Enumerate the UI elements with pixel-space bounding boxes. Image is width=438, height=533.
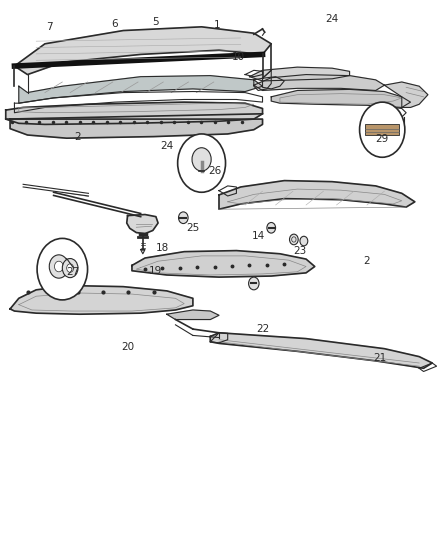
Text: 14: 14: [251, 231, 265, 241]
Polygon shape: [10, 286, 193, 314]
Circle shape: [178, 134, 226, 192]
Circle shape: [37, 238, 88, 300]
Polygon shape: [132, 251, 315, 277]
Polygon shape: [271, 90, 410, 108]
Circle shape: [360, 102, 405, 157]
Text: 29: 29: [375, 134, 389, 144]
Polygon shape: [19, 76, 262, 103]
Text: 5: 5: [152, 17, 159, 27]
Text: 20: 20: [121, 342, 134, 352]
Text: 24: 24: [325, 14, 339, 25]
Circle shape: [192, 148, 211, 171]
Circle shape: [249, 277, 259, 290]
Polygon shape: [210, 333, 432, 368]
Polygon shape: [6, 102, 262, 124]
Text: 27: 27: [67, 267, 80, 277]
Text: 22: 22: [256, 324, 269, 334]
Circle shape: [67, 264, 74, 272]
Text: 7: 7: [46, 22, 53, 32]
Text: 6: 6: [111, 19, 118, 29]
Polygon shape: [254, 75, 385, 91]
Circle shape: [300, 236, 308, 246]
Polygon shape: [10, 119, 262, 138]
Bar: [365, 124, 399, 135]
Text: 18: 18: [156, 244, 169, 254]
Text: 25: 25: [186, 223, 200, 233]
Text: 10: 10: [232, 52, 245, 61]
Polygon shape: [250, 67, 350, 81]
Circle shape: [179, 212, 188, 223]
Text: 26: 26: [208, 166, 221, 176]
Text: 24: 24: [160, 141, 173, 151]
Text: 19: 19: [149, 266, 162, 276]
Text: 21: 21: [374, 353, 387, 362]
Circle shape: [49, 255, 68, 278]
Text: 23: 23: [293, 246, 306, 256]
Circle shape: [267, 222, 276, 233]
Text: 1: 1: [213, 20, 220, 30]
Polygon shape: [127, 215, 158, 233]
Circle shape: [290, 234, 298, 245]
Polygon shape: [167, 310, 219, 319]
Polygon shape: [219, 181, 415, 209]
Text: 2: 2: [74, 132, 81, 142]
Circle shape: [62, 259, 78, 278]
Circle shape: [54, 261, 63, 272]
Polygon shape: [385, 82, 428, 108]
Polygon shape: [14, 27, 271, 75]
Text: 2: 2: [364, 256, 370, 266]
